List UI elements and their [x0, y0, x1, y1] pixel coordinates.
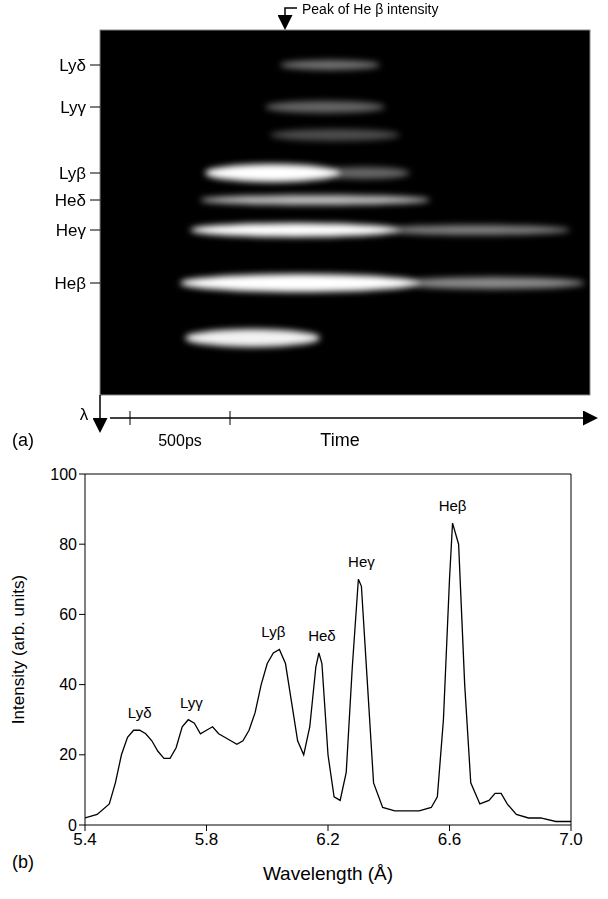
- svg-text:Time: Time: [320, 430, 359, 450]
- svg-text:Lyγ: Lyγ: [180, 694, 203, 711]
- svg-text:40: 40: [59, 676, 77, 693]
- svg-text:7.0: 7.0: [559, 830, 583, 849]
- svg-text:Lyδ: Lyδ: [59, 56, 86, 75]
- svg-text:100: 100: [50, 466, 77, 483]
- svg-text:6.2: 6.2: [316, 830, 340, 849]
- svg-text:60: 60: [59, 606, 77, 623]
- svg-text:Heδ: Heδ: [308, 627, 336, 644]
- svg-text:Heδ: Heδ: [55, 191, 86, 210]
- svg-text:5.4: 5.4: [73, 830, 97, 850]
- svg-text:Lyβ: Lyβ: [59, 164, 86, 183]
- svg-text:0: 0: [68, 817, 77, 834]
- svg-text:Peak of He β intensity: Peak of He β intensity: [302, 1, 438, 17]
- svg-text:Lyβ: Lyβ: [261, 623, 285, 640]
- svg-text:500ps: 500ps: [158, 432, 202, 449]
- svg-text:20: 20: [59, 746, 77, 763]
- svg-text:Heγ: Heγ: [56, 221, 87, 240]
- svg-text:5.8: 5.8: [195, 830, 219, 849]
- html-text:(b): (b): [12, 852, 34, 872]
- svg-text:Heβ: Heβ: [54, 274, 86, 293]
- svg-text:80: 80: [59, 536, 77, 553]
- svg-text:Lyδ: Lyδ: [128, 704, 152, 721]
- svg-text:6.6: 6.6: [438, 830, 462, 849]
- svg-text:(a): (a): [12, 430, 34, 450]
- svg-text:Heγ: Heγ: [348, 553, 375, 570]
- svg-text:Heβ: Heβ: [439, 497, 467, 514]
- svg-text:Intensity (arb. units): Intensity (arb. units): [9, 575, 28, 724]
- svg-text:λ: λ: [80, 405, 89, 424]
- svg-text:Wavelength (Å): Wavelength (Å): [263, 863, 393, 884]
- svg-text:Lyγ: Lyγ: [60, 98, 86, 117]
